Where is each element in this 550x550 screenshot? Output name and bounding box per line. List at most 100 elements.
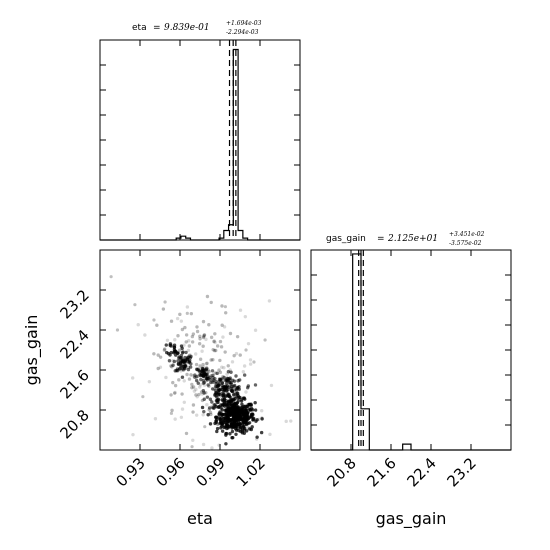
- scatter-point: [230, 436, 234, 440]
- scatter-point: [177, 378, 181, 382]
- tick-label: 0.99: [192, 454, 228, 490]
- scatter-point: [269, 383, 274, 388]
- scatter-point: [223, 305, 227, 309]
- scatter-point: [201, 381, 206, 385]
- scatter-point: [213, 371, 217, 375]
- scatter-point: [230, 418, 235, 422]
- scatter-point: [202, 333, 207, 337]
- scatter-point: [238, 308, 243, 312]
- scatter-point: [184, 340, 188, 344]
- scatter-point: [263, 338, 267, 342]
- scatter-point: [185, 311, 189, 315]
- scatter-point: [158, 365, 163, 369]
- scatter-point: [187, 360, 191, 364]
- scatter-point: [201, 335, 206, 340]
- scatter-point: [176, 359, 180, 363]
- scatter-point: [237, 395, 242, 400]
- gas-gain-histogram-panel: gas_gain = 2.125e+01 +3.451e-02 -3.575e-…: [310, 231, 512, 529]
- scatter-point: [195, 375, 199, 379]
- scatter-point: [227, 403, 232, 407]
- scatter-point: [206, 383, 210, 387]
- scatter-point: [232, 353, 236, 358]
- scatter-point: [220, 391, 224, 396]
- scatter-point: [206, 368, 210, 372]
- scatter-point: [229, 370, 233, 374]
- histogram-bar: [224, 230, 229, 240]
- scatter-point: [242, 428, 247, 432]
- gas-gain-histogram-frame: [310, 249, 512, 451]
- scatter-point: [189, 354, 193, 359]
- scatter-point: [243, 408, 248, 412]
- scatter-point: [208, 410, 213, 415]
- scatter-point: [248, 362, 253, 366]
- scatter-point: [167, 359, 172, 363]
- scatter-point: [206, 413, 210, 417]
- scatter-point: [204, 337, 208, 342]
- scatter-point: [153, 417, 158, 421]
- scatter-point: [212, 403, 216, 407]
- scatter-point: [170, 365, 174, 369]
- scatter-ticks: [100, 250, 300, 450]
- scatter-point: [209, 335, 214, 340]
- scatter-point: [213, 393, 217, 397]
- scatter-point: [205, 403, 209, 407]
- scatter-xtick-labels: 0.93 0.96 0.99 1.02: [112, 454, 268, 490]
- eta-xlabel: eta: [187, 509, 213, 528]
- tick-label: 23.2: [56, 286, 92, 322]
- scatter-point: [165, 338, 170, 342]
- scatter-point: [207, 408, 211, 412]
- scatter-point: [172, 345, 177, 349]
- eta-histogram-panel: eta = 9.839e-01 +1.694e-03 -2.294e-03: [99, 20, 301, 241]
- scatter-point: [183, 325, 187, 330]
- scatter-point: [240, 405, 245, 410]
- gas-gain-histogram-ticks: [311, 250, 511, 450]
- scatter-point: [215, 384, 220, 389]
- scatter-point: [219, 345, 224, 349]
- scatter-point: [202, 383, 207, 387]
- scatter-point: [228, 368, 232, 372]
- scatter-point: [221, 403, 226, 407]
- scatter-point: [184, 333, 189, 337]
- scatter-point: [200, 405, 205, 410]
- scatter-point: [171, 380, 175, 385]
- scatter-point: [202, 365, 206, 369]
- scatter-point: [230, 411, 234, 415]
- scatter-point: [175, 316, 180, 321]
- scatter-point: [203, 425, 207, 429]
- scatter-point: [194, 362, 199, 367]
- scatter-point: [234, 421, 239, 425]
- scatter-point: [220, 323, 224, 327]
- scatter-point: [225, 426, 229, 431]
- scatter-point: [201, 413, 205, 417]
- scatter-point: [178, 312, 182, 317]
- scatter-point: [236, 405, 240, 410]
- gas-gain-quantile-lines: [358, 250, 364, 450]
- scatter-point: [216, 388, 221, 393]
- scatter-point: [205, 294, 210, 299]
- scatter-point: [133, 303, 137, 307]
- eta-histogram-bars: [100, 48, 300, 241]
- scatter-point: [243, 314, 248, 319]
- scatter-point: [225, 383, 229, 387]
- scatter-point: [246, 341, 251, 346]
- scatter-point: [207, 369, 211, 374]
- scatter-point: [235, 391, 240, 395]
- scatter-point: [215, 426, 220, 431]
- scatter-point: [242, 412, 246, 416]
- scatter-point: [164, 343, 168, 347]
- scatter-point: [242, 373, 247, 377]
- scatter-point: [185, 305, 190, 309]
- scatter-point: [200, 372, 204, 377]
- scatter-point: [255, 418, 259, 422]
- scatter-point: [218, 370, 223, 375]
- scatter-point: [230, 360, 235, 364]
- scatter-point: [217, 368, 221, 372]
- scatter-point: [198, 334, 202, 339]
- scatter-point: [201, 319, 206, 324]
- scatter-point: [218, 339, 223, 344]
- scatter-point: [244, 420, 248, 424]
- scatter-point: [170, 343, 174, 347]
- scatter-point: [213, 388, 218, 392]
- scatter-point: [130, 376, 135, 380]
- scatter-point: [131, 432, 135, 437]
